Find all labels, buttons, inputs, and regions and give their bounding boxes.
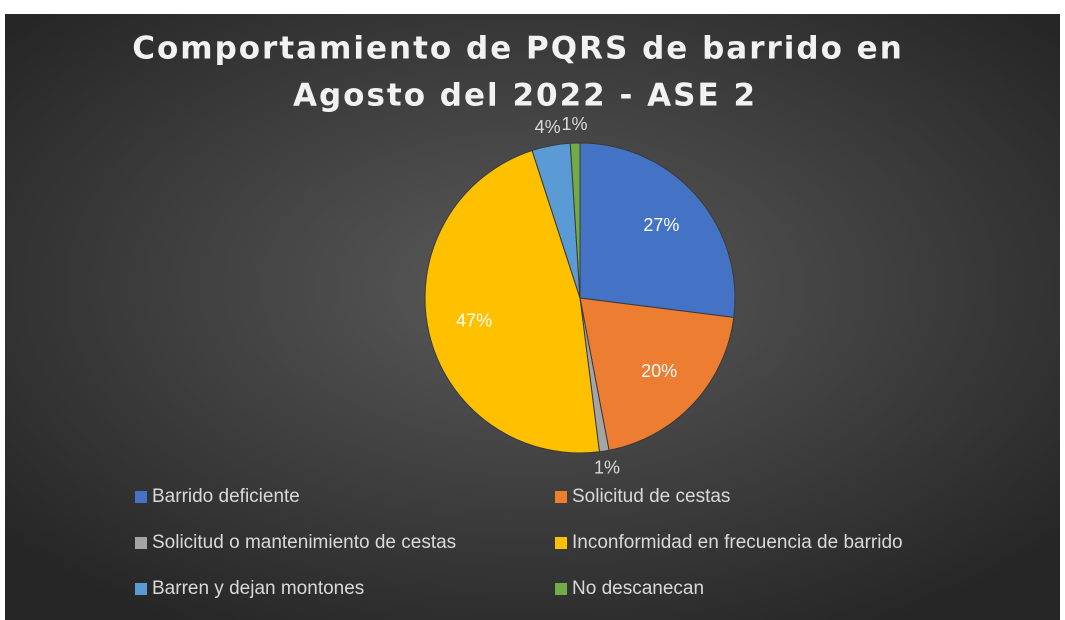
legend-swatch (135, 537, 147, 549)
pie-slice (579, 297, 735, 451)
legend-label: Solicitud de cestas (572, 486, 730, 507)
legend-swatch (135, 583, 147, 595)
data-label: 4% (535, 117, 561, 137)
legend-swatch (555, 583, 567, 595)
legend-label: Barren y dejan montones (152, 578, 364, 599)
pie-slice (424, 149, 600, 454)
legend-label: Solicitud o mantenimiento de cestas (152, 532, 456, 553)
pie-slice (569, 142, 581, 299)
chart-title: Agosto del 2022 - ASE 2 (293, 78, 757, 114)
legend-label: No descanecan (572, 578, 704, 599)
data-label: 47% (456, 310, 492, 330)
data-label: 1% (562, 114, 588, 134)
data-label: 1% (594, 458, 620, 478)
data-label: 20% (641, 361, 677, 381)
pie-slice (579, 142, 736, 318)
legend-label: Inconformidad en frecuencia de barrido (572, 532, 903, 553)
legend-swatch (555, 537, 567, 549)
legend-swatch (555, 491, 567, 503)
legend-label: Barrido deficiente (152, 486, 300, 507)
chart-title: Comportamiento de PQRS de barrido en (132, 31, 904, 67)
data-label: 27% (643, 215, 679, 235)
legend-swatch (135, 491, 147, 503)
